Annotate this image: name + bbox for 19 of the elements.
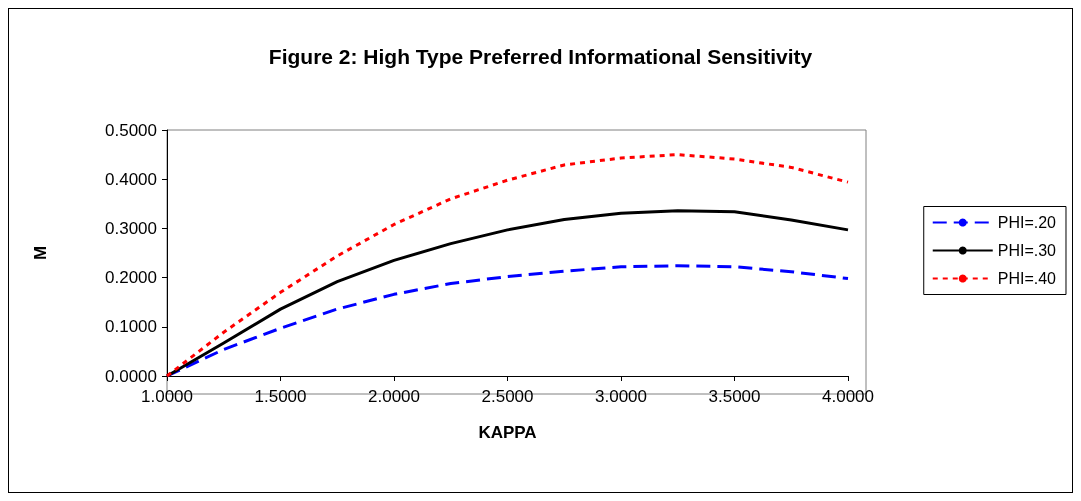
x-tick-label: 1.5000 <box>254 387 307 406</box>
x-tick-label: 1.0000 <box>141 387 193 406</box>
y-tick-label: 0.5000 <box>105 120 157 140</box>
x-tick-label: 3.5000 <box>708 387 761 406</box>
y-tick-label: 0.4000 <box>105 169 157 189</box>
y-tick-label: 0.0000 <box>105 366 157 386</box>
y-tick-label: 0.3000 <box>105 218 157 238</box>
x-tick-label: 3.0000 <box>595 387 647 406</box>
y-tick-label: 0.2000 <box>105 268 157 288</box>
legend-label: PHI=.40 <box>997 270 1057 287</box>
x-tick-label: 2.0000 <box>368 387 420 406</box>
legend-label: PHI=.20 <box>997 214 1057 231</box>
y-axis-title: M <box>31 245 50 261</box>
x-axis-title: KAPPA <box>478 423 537 442</box>
y-tick-label: 0.1000 <box>105 317 157 337</box>
x-tick-label: 4.0000 <box>822 387 874 406</box>
legend-label: PHI=.30 <box>997 242 1057 259</box>
chart-title: Figure 2: High Type Preferred Informational Sensitivity <box>268 45 813 68</box>
x-tick-label: 2.5000 <box>481 387 534 406</box>
